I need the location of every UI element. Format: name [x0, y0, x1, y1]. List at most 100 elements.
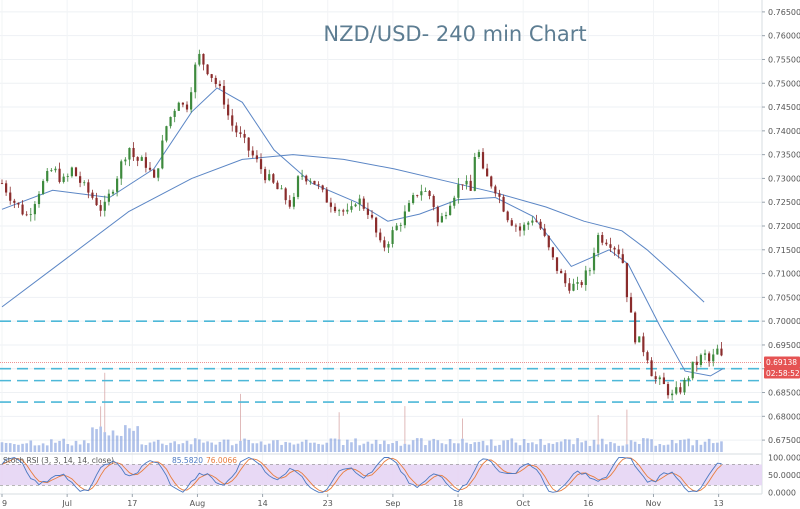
- volume-bar: [333, 438, 337, 452]
- volume-bars: [0, 372, 723, 452]
- candle-body: [350, 206, 353, 210]
- volume-bar: [448, 439, 452, 452]
- volume-bar: [198, 439, 201, 452]
- price-tick-label: 0.71500: [768, 246, 800, 255]
- stoch-k-line: [1, 457, 722, 493]
- candle-body: [259, 159, 263, 170]
- price-tick-label: 0.69500: [768, 341, 800, 350]
- volume-bar: [156, 439, 160, 452]
- price-tick-label: 0.74000: [768, 127, 800, 136]
- candle-body: [74, 167, 78, 177]
- candle-body: [379, 232, 382, 241]
- volume-bar: [502, 440, 505, 452]
- volume-bar: [642, 438, 645, 452]
- volume-bar: [144, 445, 148, 452]
- volume-bar: [654, 445, 657, 452]
- candle-body: [708, 353, 711, 362]
- candle-body: [457, 184, 460, 198]
- volume-bar: [54, 442, 57, 452]
- candle-body: [272, 174, 275, 183]
- candle-body: [301, 175, 304, 177]
- candle-body: [671, 393, 674, 396]
- candle-body: [638, 336, 641, 343]
- candle-body: [412, 195, 415, 204]
- time-tick-label: 13: [714, 499, 724, 508]
- candle-body: [29, 214, 32, 216]
- volume-bar: [399, 445, 403, 452]
- volume-bar: [600, 438, 604, 452]
- candle-body: [461, 184, 464, 186]
- candle-body: [695, 361, 698, 365]
- candle-body: [407, 203, 411, 212]
- candle-body: [440, 216, 444, 223]
- volume-bar: [99, 426, 102, 452]
- volume-bar: [255, 443, 259, 452]
- volume-bar: [66, 444, 70, 452]
- candle-body: [716, 348, 719, 355]
- volume-bar: [136, 426, 139, 452]
- volume-bar: [633, 441, 637, 452]
- volume-bar: [395, 441, 398, 452]
- volume-bar: [609, 441, 612, 452]
- candle-body: [95, 197, 98, 206]
- candle-body: [642, 336, 645, 353]
- candle-body: [370, 214, 374, 218]
- volume-bar: [288, 442, 292, 452]
- candle-body: [33, 204, 36, 215]
- candle-body: [703, 353, 707, 355]
- candle-body: [699, 354, 703, 365]
- candle-body: [514, 225, 518, 227]
- volume-bar: [309, 442, 312, 452]
- volume-bar: [720, 441, 723, 452]
- candle-body: [453, 197, 456, 206]
- candle-body: [116, 178, 119, 192]
- candle-body: [338, 210, 341, 212]
- candle-body: [194, 64, 197, 93]
- volume-bar: [115, 435, 119, 452]
- candle-body: [428, 191, 431, 197]
- time-tick-label: Sep: [385, 499, 400, 508]
- volume-bar: [440, 443, 444, 452]
- candle-body: [296, 176, 300, 197]
- candle-body: [584, 270, 587, 286]
- volume-bar: [161, 443, 164, 452]
- candle-body: [658, 377, 661, 380]
- candle-body: [25, 214, 28, 216]
- volume-bar: [436, 440, 440, 452]
- volume-bar: [50, 439, 53, 452]
- candle-body: [523, 224, 526, 231]
- candle-body: [621, 254, 624, 263]
- candle-body: [247, 137, 250, 151]
- volume-bar: [107, 435, 111, 452]
- candle-body: [366, 208, 370, 215]
- volume-bar: [391, 443, 394, 452]
- volume-bar: [576, 438, 579, 452]
- candle-body: [436, 206, 439, 223]
- candle-body: [239, 132, 242, 134]
- volume-bar: [559, 441, 563, 452]
- candle-body: [605, 242, 608, 245]
- candle-body: [58, 168, 61, 182]
- volume-bar: [687, 438, 690, 452]
- volume-bar: [407, 444, 411, 452]
- volume-bar: [87, 443, 90, 452]
- candle-body: [148, 167, 152, 170]
- volume-bar: [132, 430, 135, 452]
- volume-bar: [378, 444, 382, 452]
- candle-body: [37, 193, 41, 205]
- volume-bar: [193, 438, 197, 452]
- volume-bar: [140, 444, 144, 452]
- candle-body: [498, 193, 501, 197]
- volume-bar: [646, 438, 649, 452]
- candle-body: [132, 147, 135, 158]
- volume-bar: [420, 438, 423, 452]
- volume-bar: [580, 442, 583, 452]
- volume-bar: [432, 438, 435, 452]
- volume-bar: [350, 442, 353, 452]
- volume-bar: [313, 442, 316, 452]
- candle-body: [284, 188, 287, 201]
- time-tick-label: Oct: [516, 499, 530, 508]
- candle-body: [416, 195, 419, 196]
